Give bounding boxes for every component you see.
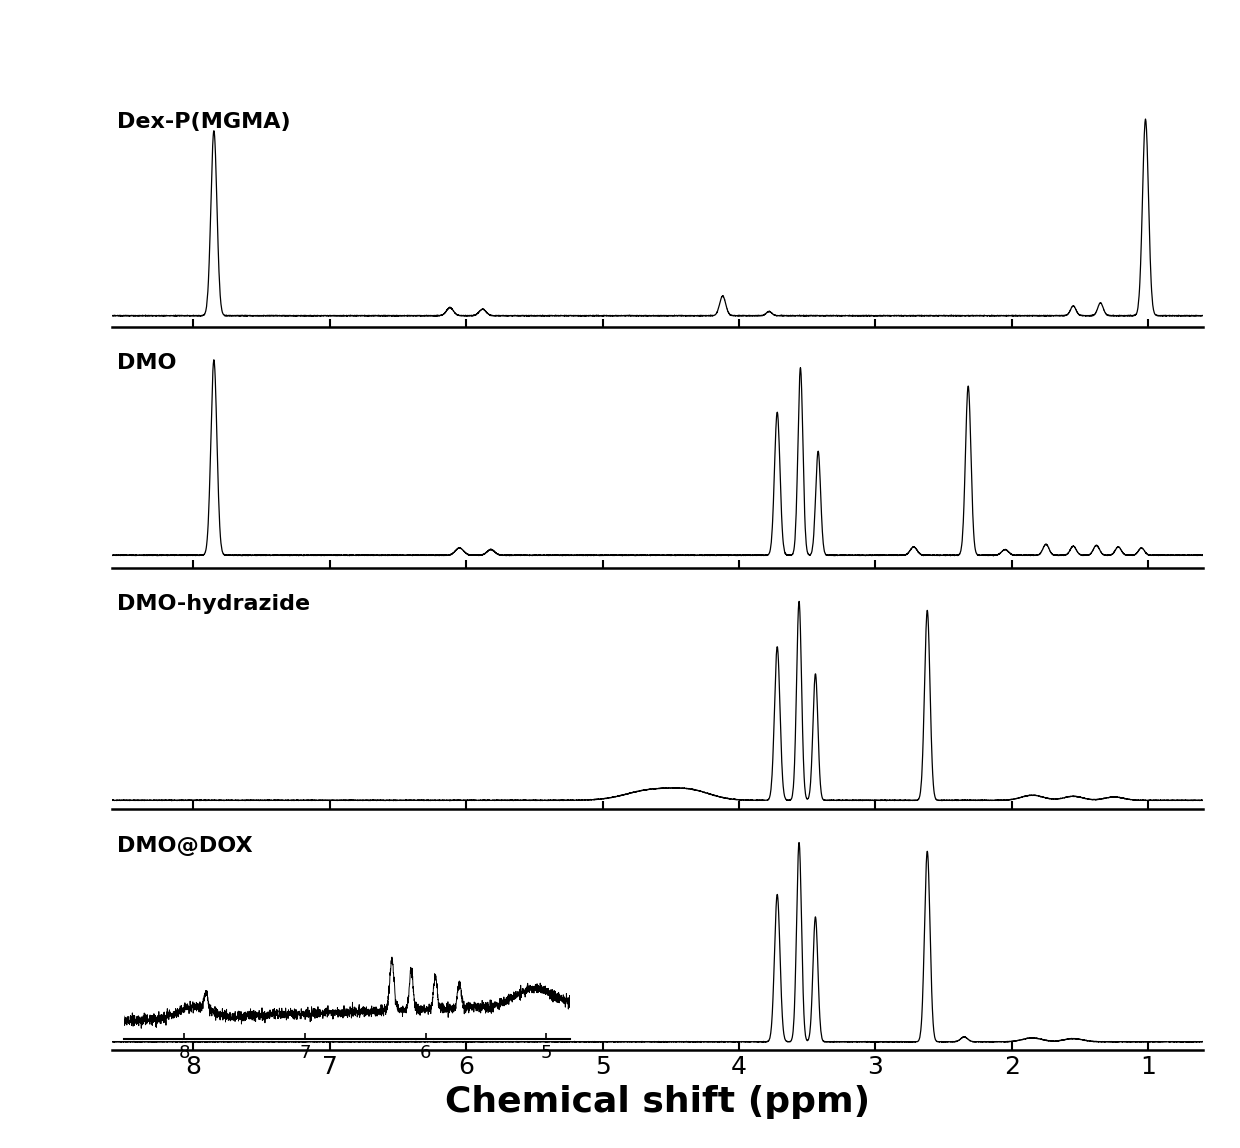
Text: DMO: DMO [117,354,176,373]
Text: Dex-P(MGMA): Dex-P(MGMA) [117,113,290,132]
Text: DMO@DOX: DMO@DOX [117,836,253,855]
Text: DMO-hydrazide: DMO-hydrazide [117,595,310,614]
Text: Chemical shift (ppm): Chemical shift (ppm) [445,1085,869,1119]
